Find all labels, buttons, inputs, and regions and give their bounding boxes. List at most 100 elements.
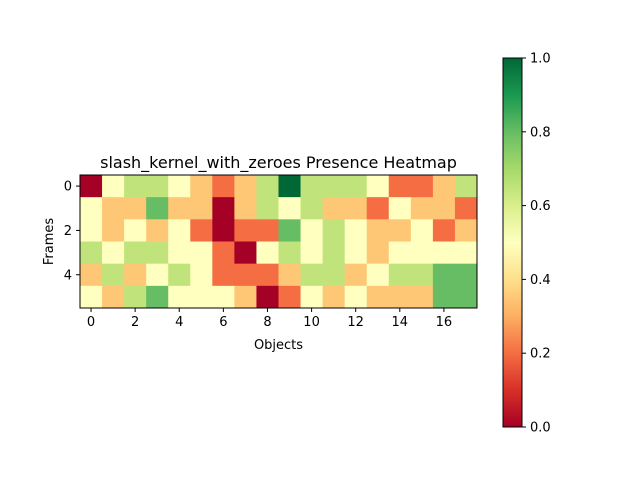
heatmap-cell (300, 285, 324, 309)
heatmap-cell (190, 241, 213, 265)
heatmap-cell (278, 285, 302, 309)
x-tick-label: 4 (175, 315, 183, 330)
heatmap-cell (366, 175, 390, 198)
heatmap-cell (388, 175, 412, 198)
heatmap-cell (102, 219, 125, 242)
heatmap-cell (454, 241, 478, 265)
colorbar-tick-label: 0.8 (530, 125, 551, 140)
x-tick-label: 14 (392, 315, 409, 330)
y-tick-label: 2 (64, 224, 72, 239)
heatmap-cell (322, 219, 346, 242)
colorbar-tick-label: 0.0 (530, 421, 551, 436)
colorbar-tick-label: 0.4 (530, 273, 551, 288)
heatmap-cell (80, 285, 103, 309)
heatmap-cell (454, 175, 478, 198)
colorbar-tick-label: 0.2 (530, 347, 551, 362)
heatmap-cell (234, 285, 257, 309)
heatmap-cell (410, 241, 434, 265)
heatmap-cell (256, 197, 279, 220)
heatmap-cell (234, 197, 257, 220)
heatmap-cell (124, 219, 147, 242)
heatmap-cell (366, 241, 390, 265)
heatmap-cell (366, 197, 390, 220)
heatmap-cell (300, 219, 324, 242)
heatmap-cell (300, 263, 324, 287)
x-axis-label: Objects (254, 338, 303, 353)
plot-frame (79, 174, 478, 309)
heatmap-cell (256, 241, 279, 265)
heatmap-cell (256, 285, 279, 309)
heatmap-cell (146, 263, 169, 287)
heatmap-cell (146, 175, 169, 198)
heatmap-cell (322, 285, 346, 309)
heatmap-cell (212, 197, 235, 220)
heatmap-cell (410, 219, 434, 242)
heatmap-cell (80, 241, 103, 265)
x-tick-label: 16 (436, 315, 453, 330)
heatmap-cell (300, 197, 324, 220)
heatmap-cell (168, 219, 191, 242)
heatmap-cell (388, 219, 412, 242)
heatmap-cell (124, 263, 147, 287)
x-tick-label: 10 (303, 315, 320, 330)
heatmap-cell (454, 219, 478, 242)
heatmap-cell (80, 175, 103, 198)
heatmap-cell (212, 263, 235, 287)
x-axis-ticks: 0 2 4 6 8 10 12 14 16 (87, 308, 452, 330)
heatmap-cell (344, 263, 368, 287)
heatmap-cell (212, 219, 235, 242)
heatmap-cell (410, 285, 434, 309)
heatmap-cell (432, 263, 456, 287)
heatmap-cell (366, 285, 390, 309)
heatmap-cell (300, 175, 324, 198)
heatmap-cell (80, 197, 103, 220)
heatmap-cell (168, 285, 191, 309)
heatmap-cell (168, 263, 191, 287)
heatmap-cell (410, 175, 434, 198)
x-tick-label: 2 (131, 315, 139, 330)
heatmap-cell (454, 197, 478, 220)
heatmap-cell (432, 219, 456, 242)
heatmap-cell (102, 285, 125, 309)
heatmap-cell (278, 241, 302, 265)
heatmap-cell (322, 263, 346, 287)
heatmap-cell (278, 197, 302, 220)
heatmap-cell (432, 241, 456, 265)
heatmap-cell (388, 241, 412, 265)
heatmap-cell (190, 175, 213, 198)
heatmap-cell (146, 197, 169, 220)
heatmap-cell (388, 263, 412, 287)
heatmap-cell (410, 197, 434, 220)
heatmap-cell (300, 241, 324, 265)
heatmap-cell (344, 197, 368, 220)
chart-title: slash_kernel_with_zeroes Presence Heatma… (100, 153, 457, 173)
x-tick-label: 0 (87, 315, 95, 330)
heatmap-cell (212, 241, 235, 265)
heatmap-cell (234, 219, 257, 242)
heatmap-cell (256, 219, 279, 242)
heatmap-cell (102, 197, 125, 220)
y-tick-label: 0 (64, 180, 72, 195)
heatmap-cell (234, 175, 257, 198)
heatmap-cell (102, 175, 125, 198)
heatmap-cell (278, 263, 302, 287)
heatmap-cell (344, 175, 368, 198)
heatmap-cell (322, 175, 346, 198)
heatmap-cell (344, 241, 368, 265)
heatmap-cell (102, 263, 125, 287)
y-axis-ticks: 0 2 4 (64, 180, 80, 283)
heatmap-cell (168, 197, 191, 220)
colorbar-tick-label: 1.0 (530, 52, 551, 67)
heatmap-cell (432, 175, 456, 198)
heatmap-cell (124, 175, 147, 198)
x-tick-label: 12 (347, 315, 364, 330)
heatmap-cell (322, 197, 346, 220)
heatmap-cell (146, 219, 169, 242)
heatmap-cell (410, 263, 434, 287)
heatmap-cell (256, 263, 279, 287)
heatmap-cell (344, 219, 368, 242)
heatmap-cell (190, 197, 213, 220)
heatmap-cell (344, 285, 368, 309)
y-axis-label: Frames (42, 218, 57, 266)
